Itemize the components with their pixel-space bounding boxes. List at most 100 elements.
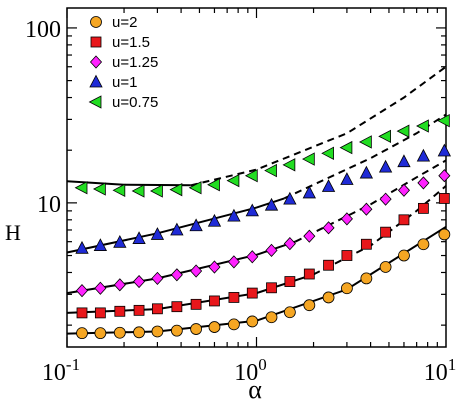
data-point bbox=[209, 295, 220, 307]
data-point bbox=[303, 268, 315, 280]
data-point bbox=[131, 184, 145, 198]
y-tick-label: 100 bbox=[25, 17, 61, 43]
data-point bbox=[284, 276, 296, 287]
legend-marker bbox=[89, 74, 103, 88]
x-tick-label: 100 bbox=[234, 355, 267, 386]
x-tick-label: 101 bbox=[424, 355, 457, 386]
data-point bbox=[171, 301, 183, 313]
data-point bbox=[151, 271, 164, 285]
data-point bbox=[301, 152, 315, 166]
data-point bbox=[360, 238, 372, 250]
data-point bbox=[322, 291, 335, 304]
data-point bbox=[266, 282, 277, 294]
data-point bbox=[396, 124, 410, 138]
data-point bbox=[246, 315, 259, 328]
data-point bbox=[359, 165, 374, 179]
data-point bbox=[323, 259, 334, 271]
legend-label: u=1.25 bbox=[112, 54, 158, 71]
data-point bbox=[397, 183, 411, 197]
data-point bbox=[379, 261, 392, 273]
data-point bbox=[133, 304, 145, 316]
data-point bbox=[378, 129, 391, 144]
x-tick-label: 10-1 bbox=[42, 355, 80, 386]
data-point bbox=[359, 135, 372, 149]
data-point bbox=[151, 325, 164, 338]
data-point bbox=[339, 140, 353, 155]
data-point bbox=[190, 323, 202, 335]
data-point bbox=[94, 327, 107, 340]
data-point bbox=[74, 181, 88, 195]
data-point bbox=[378, 159, 393, 173]
data-point bbox=[75, 284, 89, 298]
data-point bbox=[417, 176, 430, 190]
data-point bbox=[321, 146, 334, 160]
data-point bbox=[94, 307, 106, 319]
ticks-layer: 10-1 100 101 10 100 bbox=[25, 8, 456, 386]
data-point bbox=[93, 182, 106, 196]
data-point bbox=[398, 249, 410, 262]
legend-label: u=0.75 bbox=[112, 94, 158, 111]
data-point bbox=[265, 311, 278, 324]
data-point bbox=[227, 208, 241, 222]
data-point bbox=[152, 303, 163, 315]
fit-curve-dashed bbox=[294, 159, 447, 243]
data-point bbox=[360, 202, 373, 216]
data-point bbox=[246, 250, 259, 264]
data-point bbox=[150, 227, 165, 240]
data-point bbox=[244, 169, 258, 183]
y-axis-label: H bbox=[5, 220, 21, 245]
data-points bbox=[74, 114, 451, 340]
data-point bbox=[438, 228, 451, 241]
data-point bbox=[113, 278, 126, 292]
data-point bbox=[133, 274, 146, 289]
data-point bbox=[170, 268, 183, 282]
data-point bbox=[282, 158, 296, 172]
data-point bbox=[397, 154, 411, 168]
y-tick-label: 10 bbox=[37, 192, 61, 218]
data-point bbox=[207, 178, 220, 192]
data-point bbox=[75, 240, 89, 254]
data-point bbox=[93, 238, 108, 251]
data-point bbox=[150, 184, 163, 198]
data-point bbox=[190, 298, 202, 310]
data-point bbox=[208, 260, 221, 274]
data-point bbox=[264, 197, 279, 211]
data-point bbox=[227, 255, 240, 269]
data-point bbox=[303, 229, 316, 243]
data-point bbox=[283, 306, 296, 319]
data-point bbox=[340, 172, 354, 185]
data-point bbox=[438, 193, 450, 204]
data-point bbox=[438, 169, 451, 183]
data-point bbox=[188, 181, 202, 195]
data-point bbox=[302, 185, 316, 199]
data-point bbox=[398, 214, 410, 226]
legend-marker bbox=[89, 55, 103, 69]
data-point bbox=[170, 324, 183, 337]
data-point bbox=[112, 183, 126, 197]
legend: u=2 u=1.5 u=1.25 u=1 u=0.75 bbox=[88, 14, 158, 111]
data-point bbox=[418, 202, 429, 214]
data-point bbox=[228, 292, 240, 303]
fit-curve-solid bbox=[66, 273, 314, 314]
data-point bbox=[283, 237, 296, 251]
data-point bbox=[341, 250, 353, 261]
data-point bbox=[228, 318, 240, 331]
data-point bbox=[303, 299, 316, 312]
data-point bbox=[170, 222, 184, 236]
data-point bbox=[76, 327, 88, 340]
data-point bbox=[341, 282, 353, 295]
fit-curve-dashed bbox=[283, 113, 447, 200]
data-point bbox=[226, 173, 240, 188]
data-point bbox=[246, 287, 258, 299]
data-point bbox=[437, 143, 451, 157]
data-point bbox=[436, 114, 450, 128]
legend-marker bbox=[90, 36, 102, 48]
data-point bbox=[94, 281, 107, 295]
data-point bbox=[189, 218, 203, 232]
data-point bbox=[190, 264, 203, 278]
data-point bbox=[417, 238, 430, 251]
fit-curve-solid bbox=[66, 240, 296, 295]
data-point bbox=[321, 179, 336, 192]
legend-label: u=1.5 bbox=[112, 34, 150, 51]
